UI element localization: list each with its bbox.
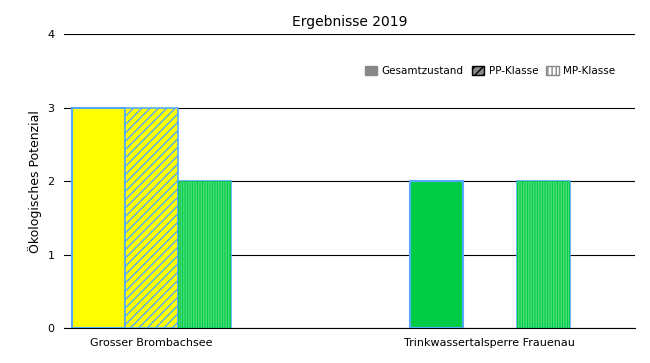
Bar (72, 108, 125, 328)
Bar (410, 181, 463, 328)
Legend: Gesamtzustand, PP-Klasse, MP-Klasse: Gesamtzustand, PP-Klasse, MP-Klasse (362, 63, 618, 79)
Title: Ergebnisse 2019: Ergebnisse 2019 (292, 15, 408, 29)
Bar (125, 108, 178, 328)
Y-axis label: Ökologisches Potenzial: Ökologisches Potenzial (28, 110, 42, 253)
Bar (178, 181, 231, 328)
Bar (178, 181, 231, 328)
Bar (517, 181, 569, 328)
Bar (517, 181, 569, 328)
